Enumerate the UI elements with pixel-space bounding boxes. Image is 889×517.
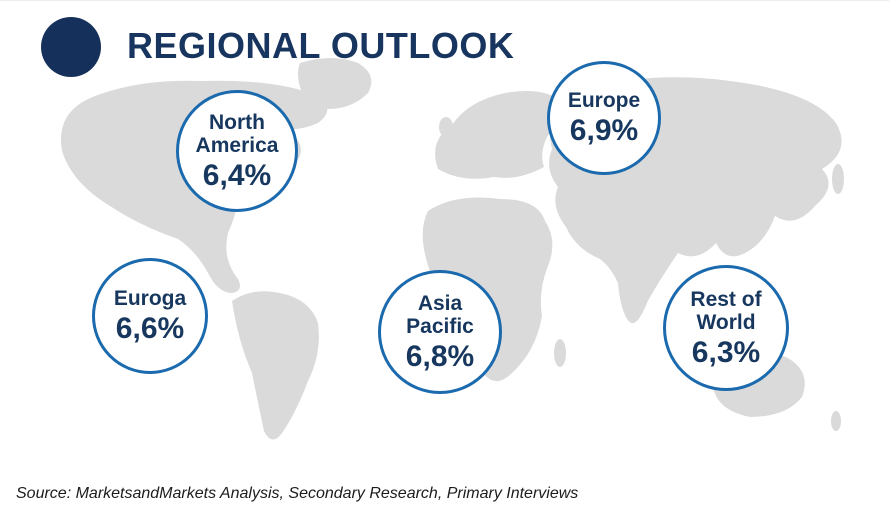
map-greenland <box>298 58 372 109</box>
map-south-america <box>232 291 319 440</box>
page-title: REGIONAL OUTLOOK <box>127 25 515 66</box>
region-value: 6,4% <box>202 158 272 192</box>
map-madagascar <box>554 339 566 367</box>
region-name: Asia Pacific <box>406 291 474 339</box>
map-japan <box>832 164 844 194</box>
region-value: 6,8% <box>405 339 475 373</box>
map-europe <box>435 91 558 179</box>
map-india <box>618 251 653 324</box>
map-british-isles <box>439 117 453 137</box>
region-name: North America <box>195 110 279 158</box>
region-bubble-asia-pacific: Asia Pacific 6,8% <box>378 270 502 394</box>
map-africa <box>422 197 553 382</box>
region-name: Rest of World <box>690 287 762 335</box>
region-value: 6,3% <box>691 335 761 369</box>
map-new-zealand <box>831 411 841 431</box>
region-name: Euroga <box>113 287 187 311</box>
region-value: 6,6% <box>115 312 185 345</box>
region-bubble-euroga: Euroga 6,6% <box>92 258 208 374</box>
region-name: Europe <box>567 89 641 113</box>
region-bubble-north-america: North America 6,4% <box>176 90 298 212</box>
region-bubble-europe: Europe 6,9% <box>547 61 661 175</box>
region-bubble-rest-of-world: Rest of World 6,3% <box>663 265 789 391</box>
region-value: 6,9% <box>569 114 639 147</box>
source-note: Source: MarketsandMarkets Analysis, Seco… <box>16 485 579 502</box>
logo-circle-icon <box>41 17 101 77</box>
world-map-background <box>60 58 844 440</box>
